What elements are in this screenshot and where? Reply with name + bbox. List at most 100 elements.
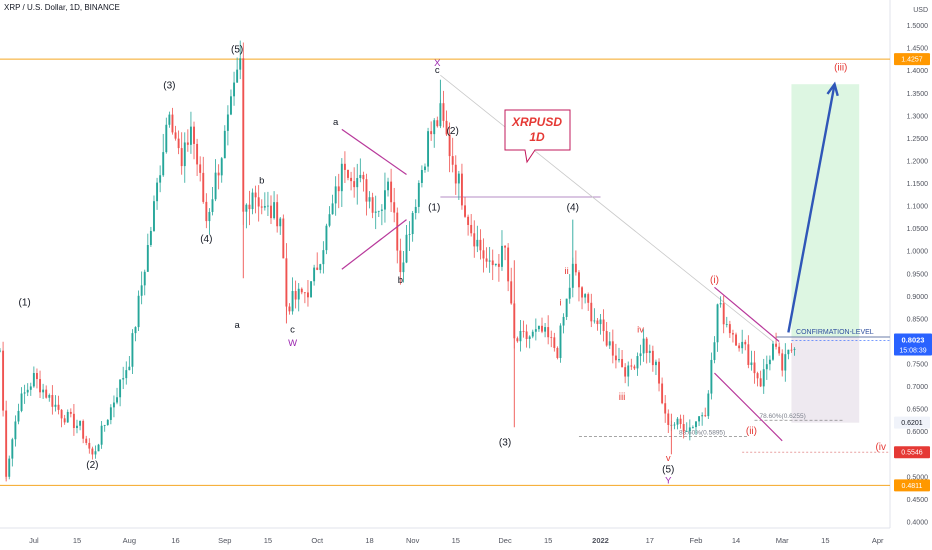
candle-body (183, 142, 186, 167)
price-badge-bg (894, 416, 930, 429)
candle-body (762, 369, 765, 387)
candle-body (273, 202, 276, 219)
price-badge-text: 0.6201 (901, 420, 923, 427)
candle-body (288, 306, 291, 312)
projection-arrow-shaft (787, 84, 836, 333)
symbol-title: XRP / U.S. Dollar, 1D, BINANCE (4, 3, 120, 12)
candle-body (251, 192, 254, 210)
candle-body (334, 186, 337, 204)
x-tick-label: Aug (123, 536, 136, 545)
candle-body (230, 96, 232, 115)
candle-body (186, 142, 189, 145)
candle-body (408, 234, 411, 235)
candle-body (411, 212, 414, 235)
candle-body (205, 201, 208, 222)
y-tick-label: 1.0000 (907, 249, 929, 256)
candle-body (174, 132, 177, 139)
wave-label: W (288, 338, 297, 349)
candle-body (51, 395, 54, 407)
candle-body (587, 294, 590, 303)
candle-body (57, 404, 60, 410)
candle-body (72, 413, 75, 429)
candle-body (0, 350, 1, 352)
candle-body (291, 291, 294, 312)
candle-body (383, 190, 386, 210)
candle-body (282, 218, 285, 259)
candle-body (45, 389, 48, 398)
candle-body (744, 341, 747, 345)
candle-body (303, 292, 306, 294)
candle-body (457, 173, 460, 184)
candle-body (313, 267, 316, 282)
x-tick-label: Dec (498, 536, 512, 545)
candle-body (202, 172, 205, 202)
price-badge-bg (894, 446, 930, 459)
y-tick-label: 1.3500 (907, 91, 929, 98)
candle-body (356, 178, 359, 188)
diagonal-trendline (440, 74, 774, 342)
candle-body (380, 209, 383, 211)
wave-label: a (333, 117, 339, 128)
candle-body (621, 359, 624, 368)
candle-body (787, 349, 790, 355)
candle-body (424, 166, 426, 171)
candle-body (365, 179, 368, 202)
candle-body (300, 288, 303, 293)
candle-body (85, 438, 88, 443)
candle-body (482, 250, 485, 259)
candle-body (285, 258, 288, 307)
candle-body (217, 172, 220, 176)
candle-body (368, 197, 371, 202)
candle-body (140, 285, 143, 296)
candle-body (691, 427, 694, 428)
candle-body (307, 292, 309, 298)
y-tick-label: 0.4500 (907, 497, 929, 504)
candle-body (578, 272, 580, 288)
candle-body (497, 263, 500, 267)
x-tick-label: 15 (73, 536, 81, 545)
candle-body (725, 324, 728, 325)
candle-body (76, 425, 78, 429)
wave-label: (3) (499, 437, 511, 448)
candle-body (134, 327, 137, 334)
candle-body (494, 263, 497, 266)
wave-label: i (559, 297, 561, 308)
candle-body (676, 418, 679, 425)
y-tick-label: 0.4000 (907, 520, 929, 527)
candle-body (66, 411, 69, 423)
wave-label: (3) (163, 81, 175, 92)
y-tick-label: 1.4500 (907, 46, 929, 53)
candle-body (337, 186, 340, 192)
wave-label: (iii) (834, 63, 847, 74)
candle-body (199, 164, 202, 173)
target-zone (791, 84, 860, 337)
wave-label: (4) (200, 234, 212, 245)
triangle-upper-line (341, 128, 407, 175)
y-tick-label: 0.7500 (907, 362, 929, 369)
wave-label: Y (665, 476, 672, 487)
candle-body (642, 338, 645, 354)
x-tick-label: Apr (872, 536, 884, 545)
candle-body (414, 206, 417, 213)
candle-body (396, 212, 399, 251)
wave-label: b (259, 176, 264, 187)
candle-body (658, 361, 660, 384)
candle-body (784, 354, 787, 371)
y-tick-label: 1.0500 (907, 226, 929, 233)
candle-body (427, 131, 430, 167)
candle-body (119, 379, 122, 398)
y-tick-label: 1.2500 (907, 136, 929, 143)
x-tick-label: 16 (171, 536, 179, 545)
candle-body (778, 346, 781, 354)
candle-body (177, 138, 180, 149)
candle-body (266, 205, 269, 207)
candle-body (636, 356, 639, 369)
candle-body (11, 439, 14, 459)
candle-body (648, 350, 651, 353)
candle-body (171, 114, 174, 133)
candle-body (722, 303, 725, 325)
price-badge-text: 0.4811 (902, 483, 923, 490)
candle-body (476, 239, 479, 247)
candle-body (713, 342, 716, 360)
candle-body (682, 424, 685, 432)
